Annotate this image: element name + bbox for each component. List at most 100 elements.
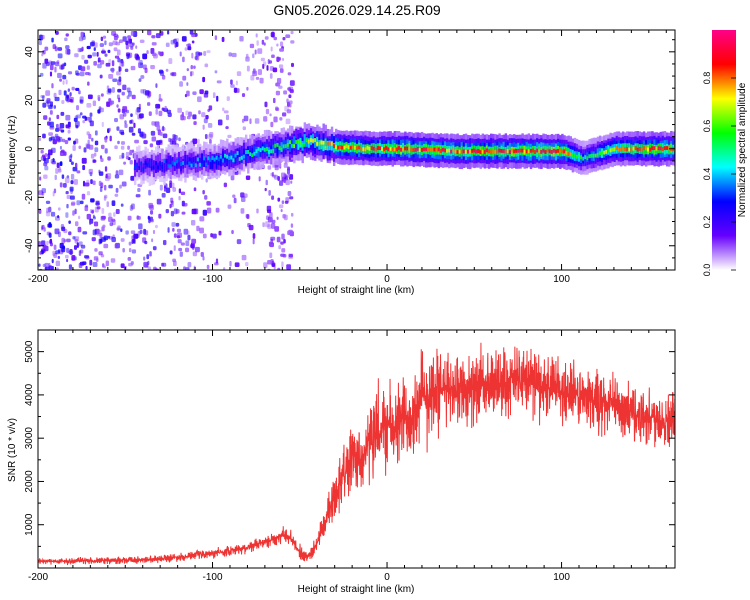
spectrogram-cell xyxy=(140,161,143,166)
spectrogram-cell xyxy=(48,222,52,228)
spectrogram-cell xyxy=(303,134,307,144)
spectrogram-cell xyxy=(57,168,62,173)
spectrogram-cell xyxy=(246,86,249,91)
spectrogram-cell xyxy=(355,146,359,151)
spectrogram-cell xyxy=(61,100,65,105)
spectrogram-cell xyxy=(181,36,187,42)
spectrogram-cell xyxy=(121,152,125,159)
spectrogram-cell xyxy=(632,146,635,151)
spectrogram-cell xyxy=(140,162,143,173)
spectrogram-cell xyxy=(84,116,87,122)
spectrogram-cell xyxy=(219,154,223,159)
spectrogram-cell xyxy=(271,171,275,177)
spectrogram-cell xyxy=(92,214,95,219)
spectrogram-cell xyxy=(70,153,73,158)
spectrogram-cell xyxy=(634,146,637,151)
snr-series-line xyxy=(38,342,675,566)
spectrogram-cell xyxy=(148,111,152,116)
spectrogram-cell xyxy=(151,136,157,142)
spectrogram-x-ticks: -200 -100 0 100 xyxy=(28,30,667,285)
spectrogram-cell xyxy=(74,208,77,215)
spectrogram-cell xyxy=(211,156,214,160)
spectrogram-cell xyxy=(109,222,114,227)
spectrogram-cell xyxy=(192,138,198,144)
spectrogram-x-tick-label: -200 xyxy=(28,274,48,285)
spectrogram-cell xyxy=(617,147,621,152)
colorbar-label: Normalized spectral amplitude xyxy=(737,82,748,217)
spectrogram-cell xyxy=(391,147,394,152)
spectrogram-cell xyxy=(194,246,200,253)
spectrogram-cell xyxy=(255,33,258,38)
spectrogram-cell xyxy=(69,195,75,200)
spectrogram-cell xyxy=(126,95,130,100)
spectrogram-cell xyxy=(108,184,113,189)
spectrogram-cell xyxy=(125,44,129,50)
spectrogram-cell xyxy=(58,89,62,96)
spectrogram-cell xyxy=(146,50,149,55)
spectrogram-cell xyxy=(191,208,197,215)
spectrogram-cell xyxy=(235,80,238,86)
spectrogram-cell xyxy=(152,246,157,251)
spectrogram-cell xyxy=(50,101,54,107)
spectrogram-cell xyxy=(87,94,93,100)
spectrogram-cell xyxy=(252,238,255,245)
spectrogram-cell xyxy=(276,146,279,156)
spectrogram-cell xyxy=(232,153,235,163)
spectrogram-cell xyxy=(134,139,139,144)
spectrogram-cell xyxy=(94,248,98,252)
spectrogram-cell xyxy=(513,149,516,154)
spectrogram-cell xyxy=(119,39,123,43)
spectrogram-cell xyxy=(523,149,526,154)
spectrogram-cell xyxy=(372,146,376,151)
spectrogram-cell xyxy=(91,137,94,142)
spectrogram-cell xyxy=(231,52,237,58)
spectrogram-cell xyxy=(165,158,168,163)
spectrogram-cell xyxy=(116,49,121,56)
spectrogram-cell xyxy=(563,149,566,154)
spectrogram-cell xyxy=(86,65,90,70)
spectrogram-cell xyxy=(89,259,93,266)
spectrogram-cell xyxy=(286,109,292,114)
spectrogram-cell xyxy=(87,139,90,145)
spectrogram-cell xyxy=(159,132,163,136)
spectrogram-cell xyxy=(275,107,280,112)
spectrogram-cell xyxy=(120,141,126,145)
spectrogram-cell xyxy=(146,95,151,99)
spectrogram-cell xyxy=(276,142,279,147)
spectrogram-cell xyxy=(217,157,221,162)
spectrogram-cell xyxy=(264,187,267,192)
spectrogram-cell xyxy=(133,160,137,170)
spectrogram-cell xyxy=(67,88,71,92)
spectrogram-cell xyxy=(172,187,177,192)
spectrogram-cell xyxy=(221,158,225,163)
spectrogram-cell xyxy=(565,150,568,155)
spectrogram-cell xyxy=(89,218,94,224)
spectrogram-y-ticks: -40 -20 0 20 40 xyxy=(24,39,675,259)
spectrogram-cell xyxy=(208,134,213,140)
spectrogram-cell xyxy=(112,40,118,46)
spectrogram-cell xyxy=(249,118,252,125)
spectrogram-cell xyxy=(225,114,230,121)
spectrogram-cell xyxy=(41,226,44,231)
spectrogram-cell xyxy=(162,240,167,246)
spectrogram-cell xyxy=(57,72,62,79)
spectrogram-cell xyxy=(379,146,382,151)
spectrogram-cell xyxy=(154,163,158,173)
spectrogram-cell xyxy=(262,222,265,228)
spectrogram-cell xyxy=(215,207,220,213)
spectrogram-cell xyxy=(125,230,129,235)
spectrogram-cell xyxy=(285,34,291,39)
spectrogram-cell xyxy=(283,239,286,244)
spectrogram-cell xyxy=(324,138,327,149)
spectrogram-cell xyxy=(172,134,176,140)
spectrogram-cell xyxy=(661,147,665,151)
spectrogram-cell xyxy=(179,81,183,87)
spectrogram-cell xyxy=(264,36,269,40)
spectrogram-cell xyxy=(188,111,192,117)
spectrogram-cell xyxy=(657,146,660,151)
spectrogram-cell xyxy=(263,116,268,122)
spectrogram-cell xyxy=(169,250,173,255)
colorbar-tick-label: 0.8 xyxy=(702,72,712,85)
spectrogram-cell xyxy=(246,65,250,72)
spectrogram-cell xyxy=(151,238,154,243)
